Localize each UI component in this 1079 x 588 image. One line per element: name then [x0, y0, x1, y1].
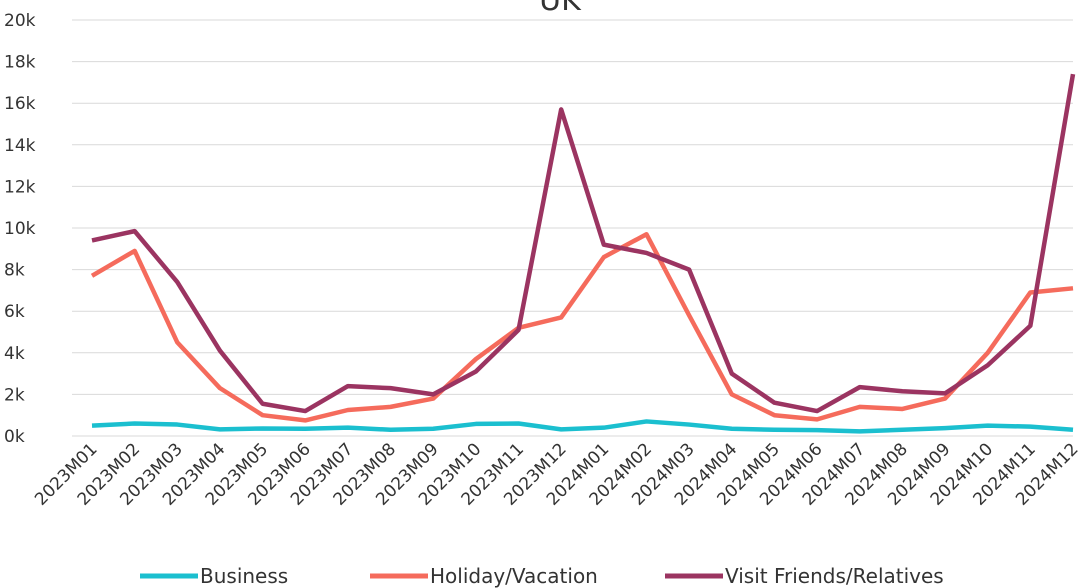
y-tick-label: 16k: [4, 94, 36, 114]
y-tick-label: 18k: [4, 53, 36, 73]
series-line: [90, 231, 1074, 423]
y-tick-label: 12k: [4, 177, 36, 197]
legend-label: Business: [200, 564, 288, 588]
y-tick-label: 10k: [4, 219, 36, 239]
y-tick-label: 0k: [4, 427, 25, 447]
legend-label: Visit Friends/Relatives: [725, 564, 944, 588]
y-tick-label: 8k: [4, 261, 25, 281]
series-line: [91, 73, 1076, 414]
y-tick-label: 6k: [4, 302, 25, 322]
y-tick-label: 2k: [4, 385, 25, 405]
legend-label: Holiday/Vacation: [430, 564, 598, 588]
series-line: [91, 419, 1074, 434]
y-tick-label: 14k: [4, 136, 36, 156]
y-tick-label: 4k: [4, 344, 25, 364]
chart-title: UK: [539, 0, 582, 18]
y-tick-label: 20k: [4, 11, 36, 31]
